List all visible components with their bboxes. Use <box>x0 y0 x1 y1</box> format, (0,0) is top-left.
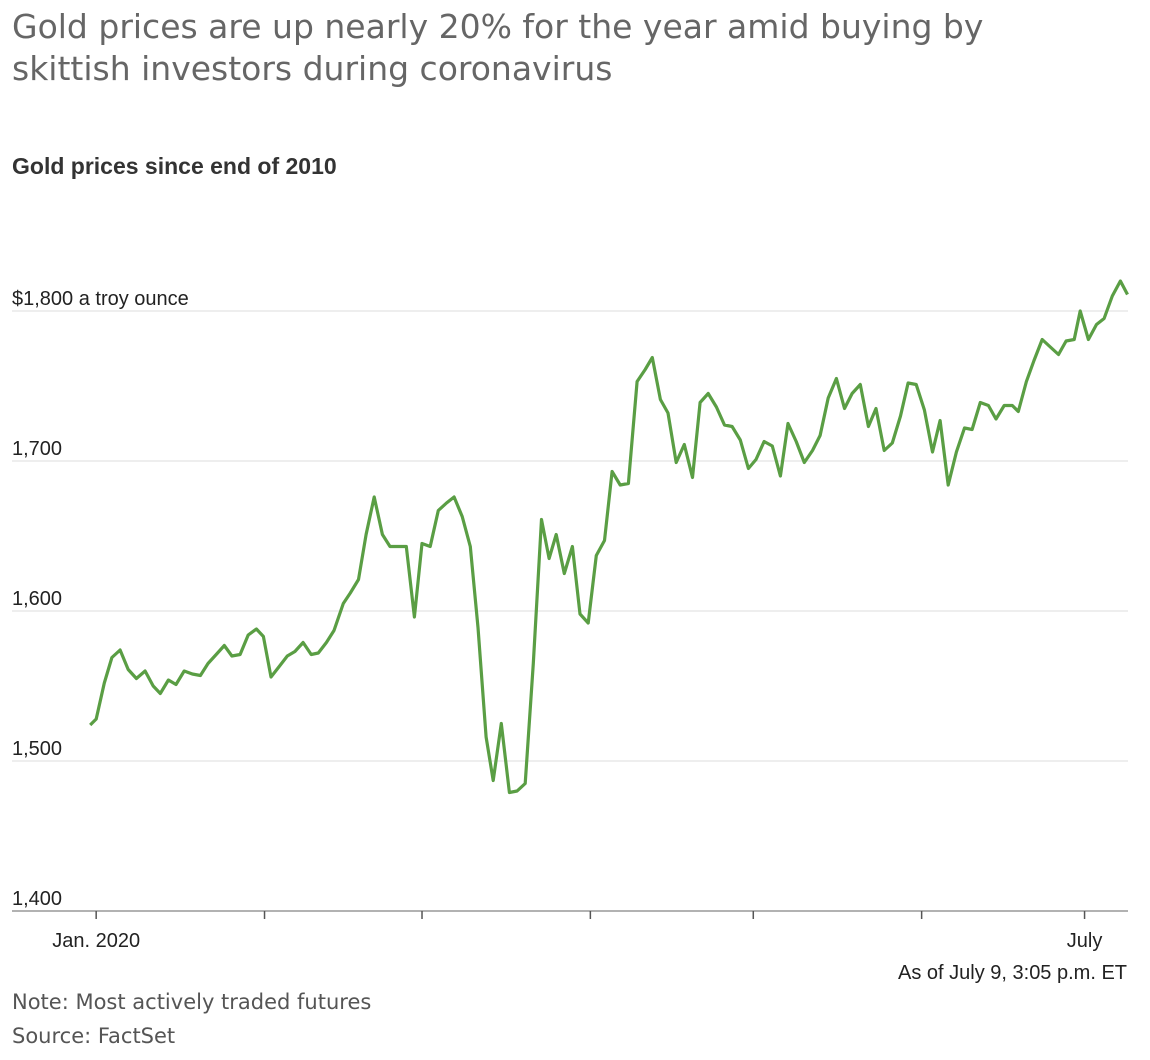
y-tick-label: 1,500 <box>12 738 62 760</box>
y-tick-label: 1,600 <box>12 588 62 610</box>
title-line: Gold prices are up nearly 20% for the ye… <box>12 7 983 46</box>
chart-subtitle: Gold prices since end of 2010 <box>12 153 337 179</box>
y-tick-label: 1,700 <box>12 438 62 460</box>
y-tick-label: 1,400 <box>12 888 62 910</box>
annotation: As of July 9, 3:05 p.m. ET <box>898 962 1127 984</box>
source: Source: FactSet <box>12 1024 175 1048</box>
x-tick-label: Jan. 2020 <box>52 930 140 952</box>
x-tick-label: July <box>1067 930 1103 952</box>
note: Note: Most actively traded futures <box>12 990 371 1014</box>
title-line: skittish investors during coronavirus <box>12 49 612 88</box>
chart-title: Gold prices are up nearly 20% for the ye… <box>12 7 983 88</box>
y-tick-label: $1,800 a troy ounce <box>12 288 189 310</box>
price-line <box>89 279 1129 795</box>
